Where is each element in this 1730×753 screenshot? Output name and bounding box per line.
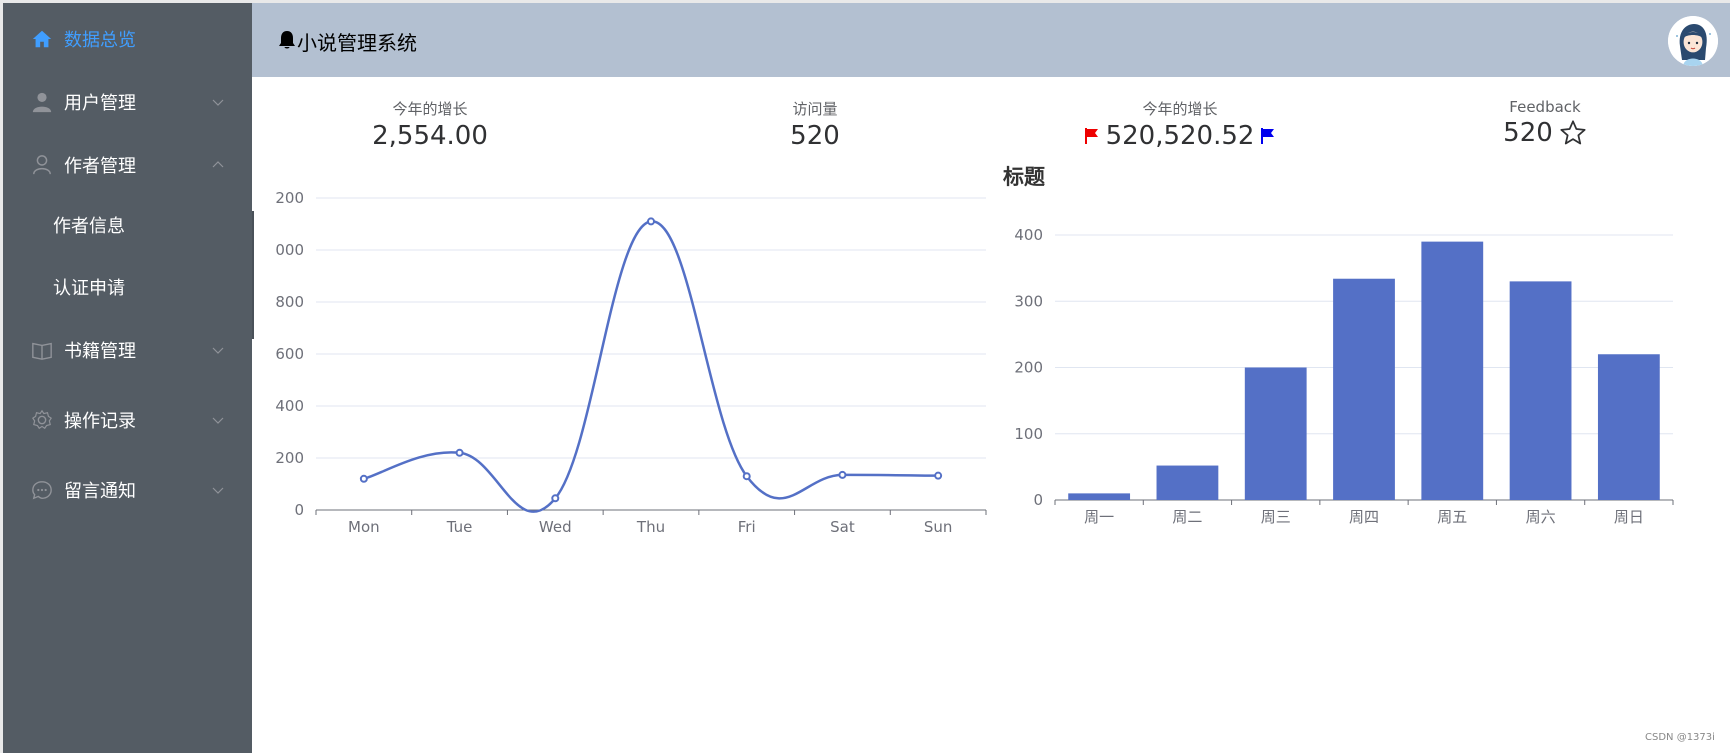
avatar[interactable] bbox=[1668, 16, 1718, 66]
sidebar-subitem-label: 作者信息 bbox=[53, 216, 125, 237]
bar bbox=[1068, 493, 1131, 500]
chevron-down-icon bbox=[212, 99, 224, 106]
y-tick-label: 600 bbox=[275, 345, 304, 363]
bar bbox=[1509, 281, 1572, 500]
x-tick-label: 周四 bbox=[1349, 508, 1379, 526]
data-point bbox=[838, 470, 847, 479]
x-tick-label: Sat bbox=[830, 518, 855, 536]
sidebar-item-label: 作者管理 bbox=[64, 156, 136, 177]
app-title: 小说管理系统 bbox=[297, 31, 417, 55]
top-header: 小说管理系统 bbox=[252, 3, 1730, 77]
bar-chart: 0 100 200 300 400 周一 周二 周三 周四 周五 周六 周日 bbox=[1014, 226, 1674, 526]
watermark: CSDN @1373i bbox=[1645, 732, 1715, 743]
user-icon bbox=[32, 92, 52, 113]
blue-flag-icon bbox=[1261, 128, 1275, 144]
x-tick-label: Mon bbox=[348, 518, 380, 536]
stat-title: Feedback bbox=[1509, 98, 1581, 116]
chevron-down-icon bbox=[212, 487, 224, 494]
bar bbox=[1333, 278, 1395, 500]
stat-value: 2,554.00 bbox=[372, 121, 488, 151]
bar bbox=[1597, 354, 1660, 500]
sidebar-item-messages[interactable]: 留言通知 bbox=[3, 462, 252, 518]
avatar-icon bbox=[1668, 16, 1718, 66]
x-tick-label: Wed bbox=[539, 518, 572, 536]
sidebar-item-authors[interactable]: 作者管理 bbox=[3, 137, 252, 193]
y-tick-label: 300 bbox=[1014, 292, 1043, 310]
sidebar-item-books[interactable]: 书籍管理 bbox=[3, 322, 252, 378]
gear-icon bbox=[32, 409, 52, 430]
x-tick-label: 周日 bbox=[1614, 508, 1644, 526]
x-tick-label: 周三 bbox=[1261, 508, 1291, 526]
sidebar-subitem-label: 认证申请 bbox=[53, 278, 125, 299]
data-point bbox=[742, 472, 751, 481]
sidebar-item-label: 操作记录 bbox=[64, 411, 136, 432]
stat-growth-flags: 今年的增长 520,520.52 bbox=[1030, 98, 1330, 151]
star-icon[interactable] bbox=[1559, 119, 1587, 147]
sidebar-item-label: 留言通知 bbox=[64, 481, 136, 502]
x-tick-label: 周五 bbox=[1437, 508, 1467, 526]
chevron-up-icon bbox=[212, 161, 224, 168]
series-line bbox=[363, 220, 939, 513]
y-tick-label: 0 bbox=[294, 501, 304, 519]
sidebar-item-logs[interactable]: 操作记录 bbox=[3, 392, 252, 448]
x-tick-label: Sun bbox=[924, 518, 953, 536]
data-point bbox=[455, 448, 464, 457]
sidebar-item-label: 书籍管理 bbox=[64, 341, 136, 362]
stat-value: 520,520.52 bbox=[1030, 121, 1330, 151]
stat-value: 520 bbox=[1445, 118, 1645, 148]
sidebar-item-label: 数据总览 bbox=[64, 30, 136, 51]
stat-visits: 访问量 520 bbox=[715, 98, 915, 151]
x-tick-label: Tue bbox=[446, 518, 473, 536]
stat-title: 今年的增长 bbox=[1142, 100, 1218, 118]
sidebar-subitem-author-info[interactable]: 作者信息 bbox=[3, 197, 252, 253]
x-tick-label: Thu bbox=[636, 518, 665, 536]
data-point bbox=[647, 217, 655, 226]
chevron-down-icon bbox=[212, 347, 224, 354]
line-chart: 200 000 800 600 400 200 0 Mon Tue Wed Thu Fri Sat Sun bbox=[275, 189, 987, 536]
sidebar-item-label: 用户管理 bbox=[64, 93, 136, 114]
book-icon bbox=[32, 342, 52, 360]
sidebar: 数据总览 用户管理 作者管理 作者信息 认证申请 书籍管理 操作记录 留言通知 bbox=[3, 3, 254, 753]
y-tick-label: 200 bbox=[275, 449, 304, 467]
stat-value: 520 bbox=[790, 121, 840, 151]
y-tick-label: 0 bbox=[1033, 491, 1043, 509]
red-flag-icon bbox=[1084, 128, 1098, 144]
y-tick-label: 400 bbox=[275, 397, 304, 415]
y-tick-label: 000 bbox=[275, 241, 304, 259]
sidebar-item-overview[interactable]: 数据总览 bbox=[3, 11, 252, 67]
y-tick-label: 200 bbox=[1014, 359, 1043, 377]
x-tick-label: Fri bbox=[738, 518, 756, 536]
data-point bbox=[551, 494, 560, 503]
chevron-down-icon bbox=[212, 417, 224, 424]
bell-icon bbox=[279, 31, 295, 49]
bar bbox=[1421, 241, 1484, 500]
data-point bbox=[934, 471, 943, 480]
y-tick-label: 100 bbox=[1014, 425, 1043, 443]
stat-title: 今年的增长 bbox=[392, 100, 468, 118]
y-tick-label: 400 bbox=[1014, 226, 1043, 244]
sidebar-item-users[interactable]: 用户管理 bbox=[3, 74, 252, 130]
sidebar-subitem-certification[interactable]: 认证申请 bbox=[3, 259, 252, 315]
x-tick-label: 周六 bbox=[1526, 508, 1556, 526]
data-point bbox=[359, 474, 368, 483]
stat-growth: 今年的增长 2,554.00 bbox=[330, 98, 530, 151]
chat-icon bbox=[32, 481, 52, 500]
stat-feedback: Feedback 520 bbox=[1445, 98, 1645, 148]
home-icon bbox=[32, 30, 52, 48]
y-tick-label: 200 bbox=[275, 189, 304, 207]
x-tick-label: 周一 bbox=[1084, 508, 1114, 526]
stat-title: 访问量 bbox=[792, 100, 838, 118]
submenu-edge bbox=[252, 211, 254, 339]
bar bbox=[1156, 465, 1219, 500]
y-tick-label: 800 bbox=[275, 293, 304, 311]
bar bbox=[1244, 367, 1307, 500]
x-tick-label: 周二 bbox=[1172, 508, 1202, 526]
user-outline-icon bbox=[33, 155, 51, 175]
bar-chart-title: 标题 bbox=[1003, 165, 1045, 189]
